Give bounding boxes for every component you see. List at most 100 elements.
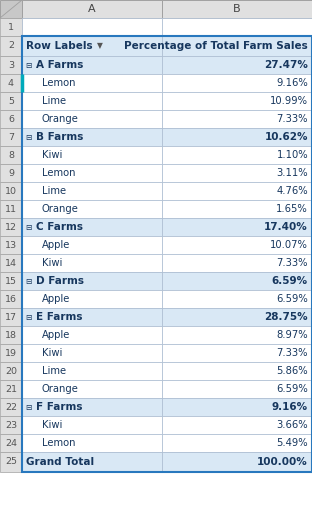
- Text: Lime: Lime: [42, 96, 66, 106]
- Text: 13: 13: [5, 240, 17, 250]
- Text: 9.16%: 9.16%: [276, 78, 308, 88]
- Text: 5.49%: 5.49%: [276, 438, 308, 448]
- Bar: [162, 128, 312, 146]
- Bar: [162, 254, 312, 272]
- Bar: [22, 326, 162, 344]
- Text: Percentage of Total Farm Sales: Percentage of Total Farm Sales: [124, 41, 308, 51]
- Bar: [0, 56, 22, 74]
- Text: 5: 5: [8, 97, 14, 106]
- Bar: [22, 0, 162, 18]
- Text: D Farms: D Farms: [36, 276, 84, 286]
- Text: Kiwi: Kiwi: [42, 150, 62, 160]
- Bar: [0, 218, 22, 236]
- Text: ⊟: ⊟: [25, 313, 32, 321]
- Bar: [0, 36, 22, 56]
- Bar: [22, 272, 162, 290]
- Bar: [22, 110, 162, 128]
- Text: 3.66%: 3.66%: [276, 420, 308, 430]
- Bar: [22, 308, 162, 326]
- Bar: [162, 452, 312, 472]
- Bar: [0, 380, 22, 398]
- Text: 11: 11: [5, 204, 17, 214]
- Text: A: A: [88, 4, 96, 14]
- Text: Lemon: Lemon: [42, 438, 76, 448]
- Bar: [22, 200, 162, 218]
- Text: 1.10%: 1.10%: [276, 150, 308, 160]
- Text: 15: 15: [5, 277, 17, 285]
- Bar: [162, 236, 312, 254]
- Bar: [0, 110, 22, 128]
- Bar: [0, 416, 22, 434]
- Text: 6.59%: 6.59%: [276, 294, 308, 304]
- Text: 19: 19: [5, 348, 17, 358]
- Text: 23: 23: [5, 421, 17, 430]
- Bar: [162, 36, 312, 56]
- Bar: [0, 308, 22, 326]
- Bar: [162, 398, 312, 416]
- Text: 24: 24: [5, 438, 17, 448]
- Text: Kiwi: Kiwi: [42, 420, 62, 430]
- Text: 9: 9: [8, 168, 14, 177]
- Text: Orange: Orange: [42, 384, 79, 394]
- Bar: [162, 434, 312, 452]
- Text: Kiwi: Kiwi: [42, 348, 62, 358]
- Bar: [162, 18, 312, 36]
- Bar: [0, 254, 22, 272]
- Text: 10.62%: 10.62%: [265, 132, 308, 142]
- Text: 20: 20: [5, 367, 17, 375]
- Text: E Farms: E Farms: [36, 312, 82, 322]
- Bar: [22, 18, 162, 36]
- Bar: [0, 74, 22, 92]
- Bar: [22, 398, 162, 416]
- Text: 7: 7: [8, 133, 14, 141]
- Bar: [22, 56, 162, 74]
- Text: C Farms: C Farms: [36, 222, 83, 232]
- Text: Apple: Apple: [42, 294, 71, 304]
- Bar: [162, 326, 312, 344]
- Text: ⊟: ⊟: [25, 60, 32, 70]
- Bar: [0, 200, 22, 218]
- Text: F Farms: F Farms: [36, 402, 82, 412]
- Bar: [162, 110, 312, 128]
- Bar: [0, 434, 22, 452]
- Bar: [0, 272, 22, 290]
- Bar: [22, 416, 162, 434]
- Bar: [22, 74, 162, 92]
- Bar: [0, 164, 22, 182]
- Text: ⊟: ⊟: [25, 277, 32, 285]
- Bar: [22, 380, 162, 398]
- Bar: [162, 218, 312, 236]
- Bar: [0, 344, 22, 362]
- Text: B Farms: B Farms: [36, 132, 83, 142]
- Bar: [22, 434, 162, 452]
- Text: 6.59%: 6.59%: [272, 276, 308, 286]
- Bar: [22, 290, 162, 308]
- Text: Row Labels: Row Labels: [26, 41, 93, 51]
- Bar: [162, 416, 312, 434]
- Text: Lime: Lime: [42, 366, 66, 376]
- Bar: [22, 146, 162, 164]
- Text: 22: 22: [5, 402, 17, 411]
- Bar: [0, 326, 22, 344]
- Bar: [22, 236, 162, 254]
- Bar: [162, 146, 312, 164]
- Bar: [162, 272, 312, 290]
- Text: 16: 16: [5, 294, 17, 304]
- Bar: [162, 92, 312, 110]
- Bar: [162, 290, 312, 308]
- Text: Orange: Orange: [42, 204, 79, 214]
- Bar: [22, 452, 162, 472]
- Bar: [0, 182, 22, 200]
- Text: 3.11%: 3.11%: [276, 168, 308, 178]
- Text: 25: 25: [5, 458, 17, 466]
- Text: 21: 21: [5, 384, 17, 394]
- Text: Lemon: Lemon: [42, 78, 76, 88]
- Text: ▼: ▼: [97, 42, 103, 50]
- Bar: [162, 182, 312, 200]
- Bar: [162, 0, 312, 18]
- Text: 8.97%: 8.97%: [276, 330, 308, 340]
- Text: 7.33%: 7.33%: [276, 258, 308, 268]
- Text: 17.40%: 17.40%: [264, 222, 308, 232]
- Bar: [0, 398, 22, 416]
- Text: B: B: [233, 4, 241, 14]
